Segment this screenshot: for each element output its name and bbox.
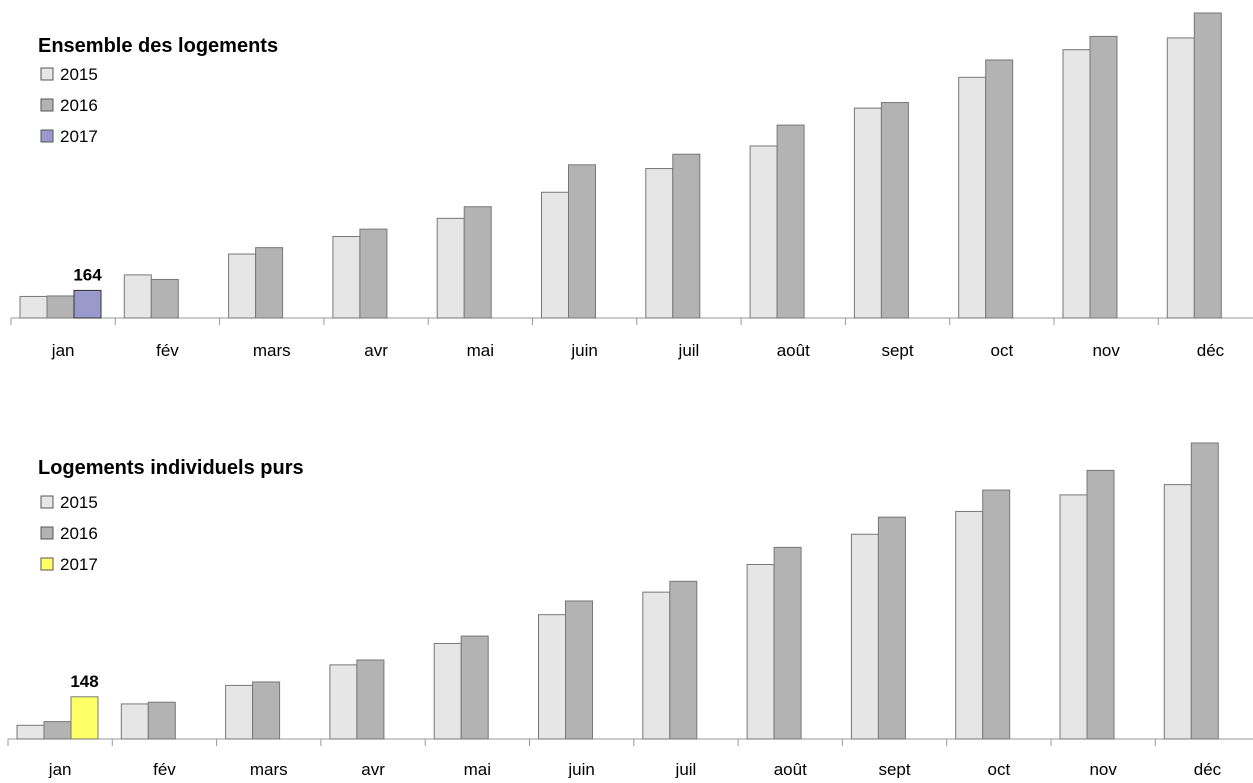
bar-2015-mai [433, 642, 462, 740]
x-tick-label-déc: déc [1197, 341, 1225, 360]
legend-label-2017: 2017 [60, 555, 98, 574]
x-tick-label-nov: nov [1092, 341, 1120, 360]
bar-2015-déc [1166, 37, 1195, 319]
bar-2015-déc [1163, 484, 1192, 740]
bar-2017-jan [73, 289, 102, 319]
x-tick-label-jan: jan [48, 760, 72, 778]
bar-2015-oct [955, 510, 984, 740]
bar-2015-mai [436, 217, 465, 319]
bar-2015-juil [645, 168, 674, 319]
bar-2015-jan [19, 295, 48, 319]
bar-2015-juin [541, 191, 569, 319]
bar-2016-oct [985, 59, 1014, 319]
x-tick-label-oct: oct [988, 760, 1011, 778]
bar-2015-sept [850, 533, 879, 740]
bar-2016-nov [1086, 469, 1115, 740]
bar-2015-nov [1062, 49, 1091, 319]
bar-2017-jan [70, 696, 99, 740]
bar-2016-jan [46, 295, 75, 319]
bar-2016-sept [877, 516, 906, 740]
bar-2015-mars [225, 684, 254, 740]
x-tick-label-mai: mai [467, 341, 494, 360]
bar-2016-août [776, 124, 805, 319]
bar-2016-fév [150, 278, 179, 319]
bar-2015-jan [16, 724, 45, 740]
legend-label-2015: 2015 [60, 65, 98, 84]
bar-2016-juin [568, 164, 596, 319]
x-tick-label-fév: fév [153, 760, 176, 778]
plot-individuels: jan fév mars avr mai juin juil août sept oct nov dé… [7, 442, 1253, 779]
bar-2016-jan [43, 721, 72, 740]
bar-2016-août [773, 546, 802, 740]
bar-2016-déc [1190, 442, 1219, 740]
bar-2015-avr [329, 664, 358, 740]
bar-2016-avr [356, 659, 385, 740]
data-label-2017-jan: 148 [70, 672, 98, 691]
x-tick-label-août: août [774, 760, 807, 778]
bar-2016-oct [982, 489, 1011, 740]
legend-swatch-2017 [40, 129, 54, 143]
x-tick-label-mai: mai [464, 760, 491, 778]
bar-2016-juil [669, 580, 698, 740]
bar-2016-nov [1089, 35, 1118, 319]
legend-ensemble: 2015 2016 2017 [40, 65, 98, 146]
bar-2015-juil [642, 591, 671, 740]
legend-label-2015: 2015 [60, 493, 98, 512]
x-tick-label-avr: avr [364, 341, 388, 360]
bar-2015-sept [853, 107, 882, 319]
bar-2015-août [746, 563, 775, 740]
x-tick-label-déc: déc [1194, 760, 1222, 778]
chart-title-ensemble: Ensemble des logements [38, 35, 278, 57]
bar-2016-mai [463, 206, 492, 319]
x-tick-label-oct: oct [991, 341, 1014, 360]
legend-individuels: 2015 2016 2017 [40, 493, 98, 574]
chart-title-individuels: Logements individuels purs [38, 457, 304, 479]
bar-2016-déc [1193, 12, 1222, 319]
x-tick-label-juin: juin [570, 341, 597, 360]
x-tick-label-avr: avr [361, 760, 385, 778]
bar-2016-sept [880, 102, 909, 319]
x-tick-label-mars: mars [250, 760, 288, 778]
x-tick-label-juil: juil [675, 760, 697, 778]
plot-ensemble: jan fév mars avr mai juin juil août sept oct nov dé… [10, 12, 1253, 360]
bar-2015-avr [332, 236, 361, 319]
bar-2016-juil [672, 153, 701, 319]
data-label-2017-jan: 164 [73, 265, 102, 284]
legend-swatch-2017 [40, 557, 54, 571]
legend-label-2016: 2016 [60, 524, 98, 543]
x-tick-label-mars: mars [253, 341, 291, 360]
bar-2016-mai [460, 635, 489, 740]
bar-2015-oct [958, 76, 987, 319]
bar-2015-juin [538, 614, 566, 740]
x-tick-label-nov: nov [1089, 760, 1117, 778]
x-tick-label-juin: juin [567, 760, 594, 778]
legend-label-2017: 2017 [60, 127, 98, 146]
bar-2015-nov [1059, 494, 1088, 740]
legend-swatch-2016 [40, 98, 54, 112]
bar-2016-mars [255, 247, 284, 319]
bar-2015-fév [120, 703, 149, 740]
legend-label-2016: 2016 [60, 96, 98, 115]
bar-2016-juin [565, 600, 593, 740]
x-tick-label-sept: sept [881, 341, 913, 360]
x-tick-label-fév: fév [156, 341, 179, 360]
bar-2015-mars [228, 253, 257, 319]
bar-2015-août [749, 145, 778, 319]
bar-2016-fév [147, 701, 176, 740]
legend-swatch-2015 [40, 495, 54, 509]
bar-2016-avr [359, 228, 388, 319]
x-tick-label-août: août [777, 341, 810, 360]
bar-2015-fév [123, 274, 152, 319]
x-tick-label-jan: jan [51, 341, 75, 360]
legend-swatch-2016 [40, 526, 54, 540]
legend-swatch-2015 [40, 67, 54, 81]
bar-2016-mars [252, 681, 281, 740]
x-tick-label-juil: juil [678, 341, 700, 360]
x-tick-label-sept: sept [878, 760, 910, 778]
